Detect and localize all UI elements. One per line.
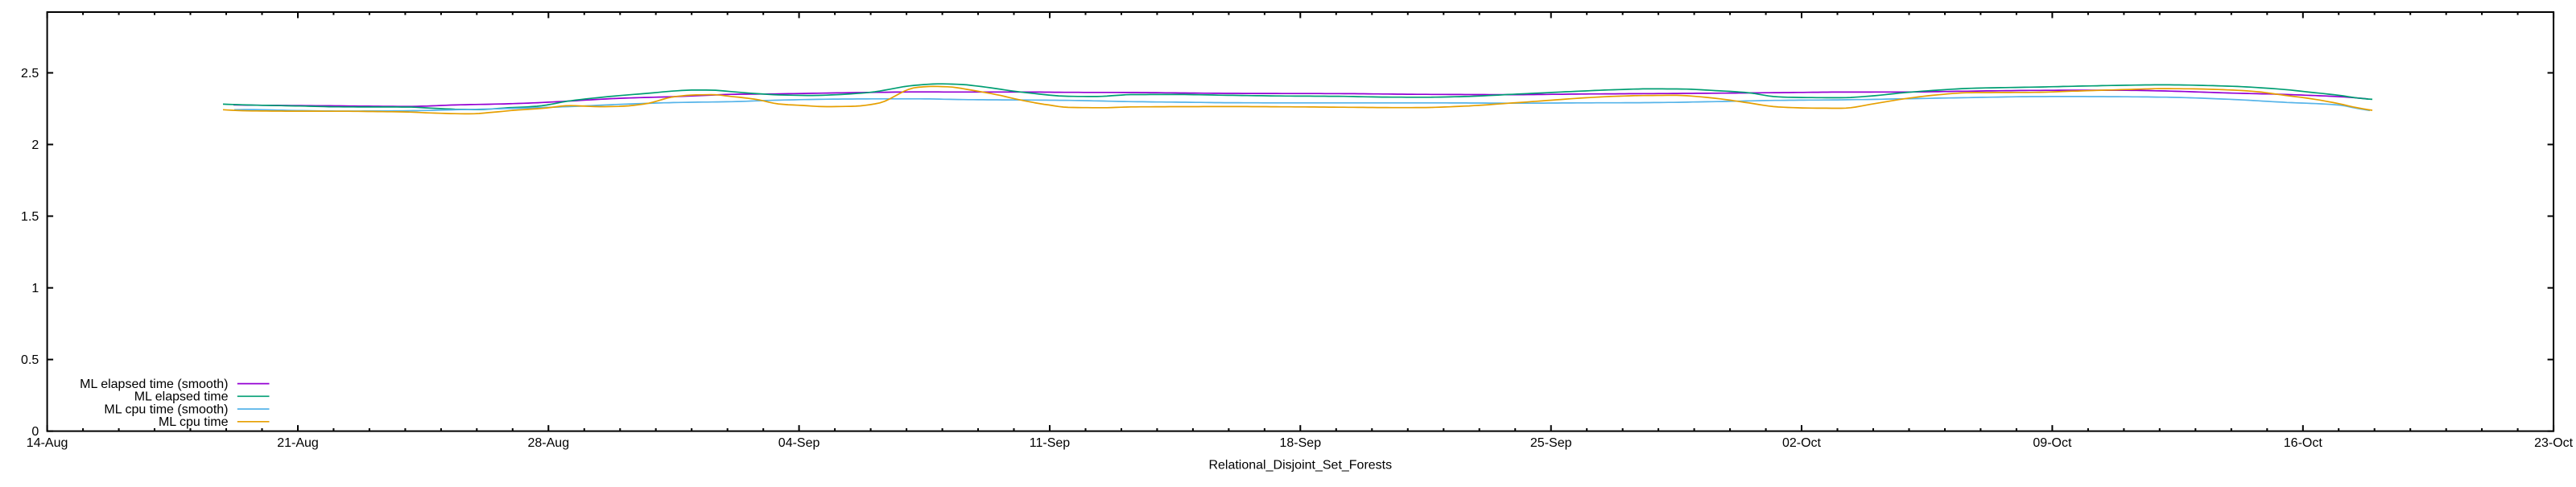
svg-text:21-Aug: 21-Aug	[277, 436, 319, 450]
svg-text:28-Aug: 28-Aug	[528, 436, 570, 450]
svg-text:ML elapsed time (smooth): ML elapsed time (smooth)	[80, 378, 228, 391]
svg-text:18-Sep: 18-Sep	[1280, 436, 1322, 450]
svg-text:ML cpu time (smooth): ML cpu time (smooth)	[104, 402, 228, 416]
svg-text:0: 0	[31, 425, 39, 439]
svg-text:2: 2	[31, 138, 39, 152]
svg-text:04-Sep: 04-Sep	[778, 436, 820, 450]
svg-text:09-Oct: 09-Oct	[2033, 436, 2072, 450]
svg-text:1: 1	[31, 282, 39, 295]
svg-text:0.5: 0.5	[21, 353, 39, 367]
svg-text:14-Aug: 14-Aug	[27, 436, 68, 450]
svg-text:25-Sep: 25-Sep	[1530, 436, 1572, 450]
svg-text:23-Oct: 23-Oct	[2534, 436, 2574, 450]
svg-text:Relational_Disjoint_Set_Forest: Relational_Disjoint_Set_Forests	[1208, 459, 1392, 473]
svg-text:1.5: 1.5	[21, 210, 39, 224]
svg-text:2.5: 2.5	[21, 67, 39, 80]
svg-text:ML elapsed time: ML elapsed time	[134, 390, 229, 404]
svg-text:16-Oct: 16-Oct	[2284, 436, 2323, 450]
svg-text:11-Sep: 11-Sep	[1030, 436, 1071, 450]
svg-text:ML cpu time: ML cpu time	[159, 415, 229, 429]
svg-text:02-Oct: 02-Oct	[1782, 436, 1822, 450]
